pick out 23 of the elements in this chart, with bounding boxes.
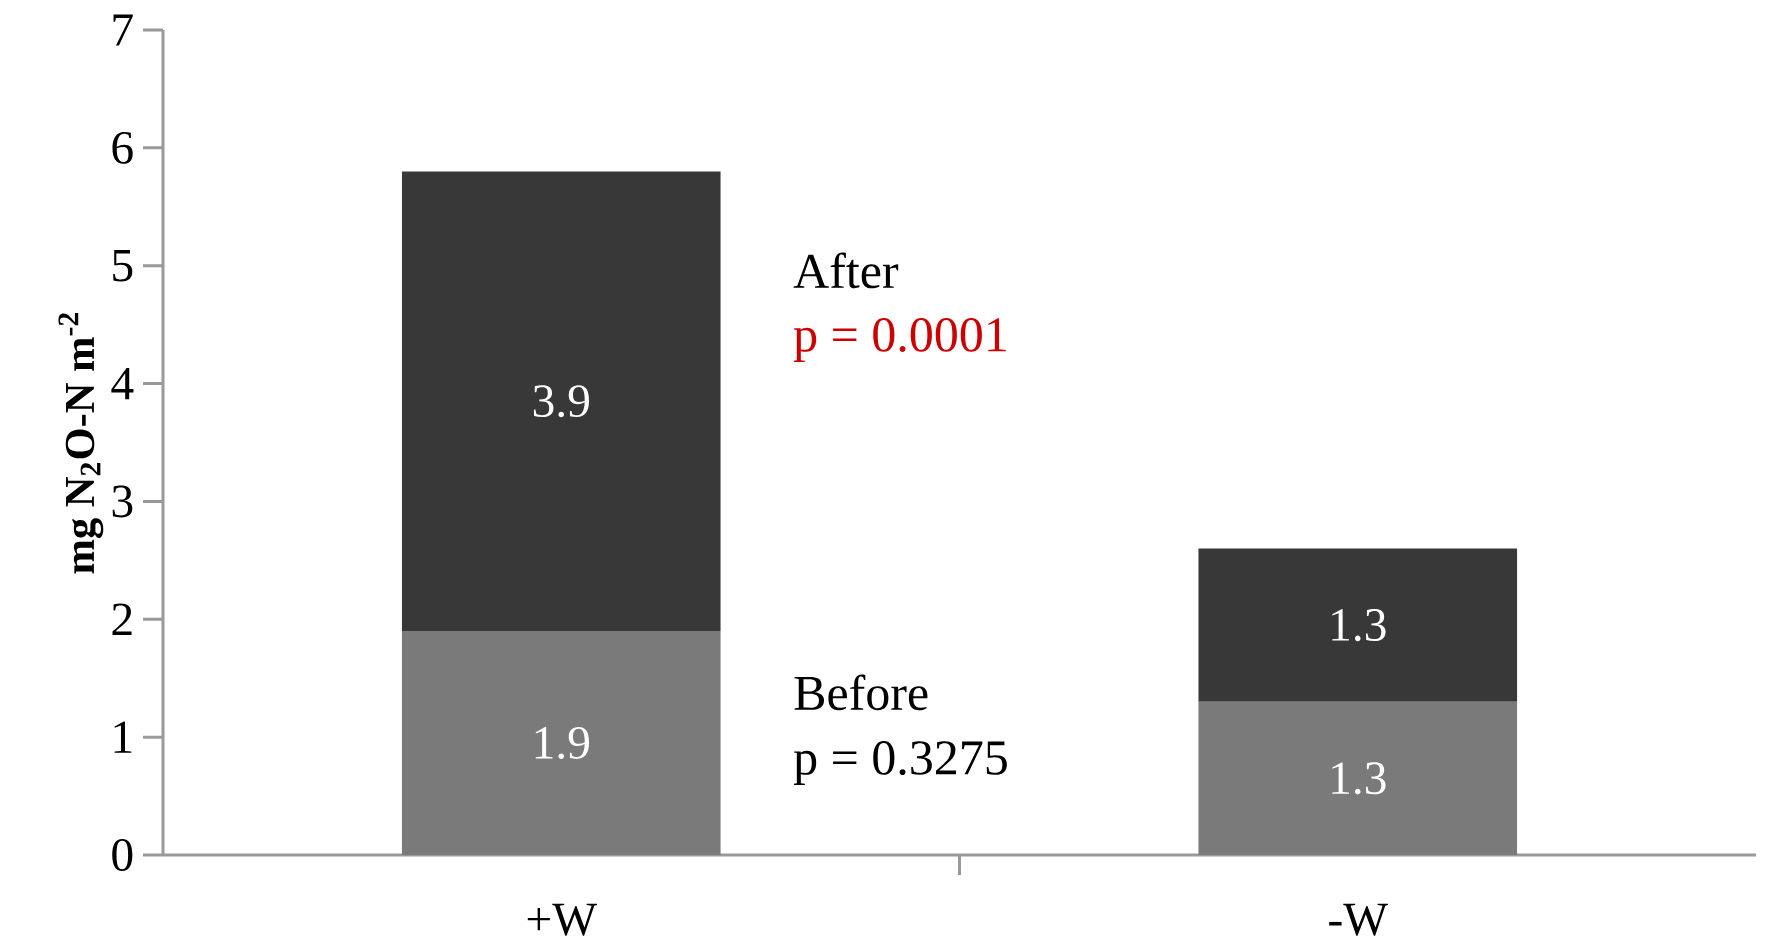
data-label: 1.3 <box>1332 609 1386 642</box>
y-tick-label: 1 <box>114 721 132 753</box>
y-tick-label: 6 <box>112 131 133 164</box>
x-tick-label: -W <box>1329 903 1388 936</box>
y-tick-label: 4 <box>111 367 134 400</box>
data-label: 1.9 <box>535 726 589 760</box>
y-axis-title: mg N$_{2}$O-N m$^{-2}$ <box>58 312 104 574</box>
x-tick-label: +W <box>527 903 597 936</box>
bar <box>401 631 721 855</box>
data-label: 3.9 <box>533 385 589 418</box>
annotation: p = 0.3275 <box>793 741 1007 785</box>
y-tick-label: 0 <box>112 838 133 872</box>
y-tick-label: 2 <box>112 603 132 635</box>
data-label: 1.3 <box>1332 762 1386 795</box>
bar <box>1198 701 1518 855</box>
y-tick-label: 7 <box>113 14 133 46</box>
y-tick-label: 5 <box>113 249 133 282</box>
series-label: After <box>793 252 899 289</box>
y-tick-label: 3 <box>112 485 133 518</box>
annotation: p = 0.0001 <box>793 318 1006 362</box>
bar <box>401 171 721 632</box>
bar <box>1198 548 1518 702</box>
series-label: Before <box>794 674 928 711</box>
